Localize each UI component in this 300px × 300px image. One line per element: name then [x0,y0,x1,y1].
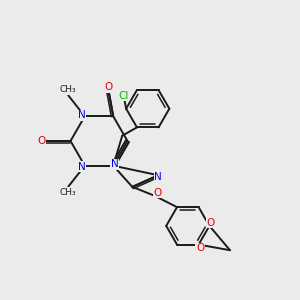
Text: N: N [78,110,85,120]
Text: N: N [78,162,85,172]
Text: Cl: Cl [118,91,128,101]
Text: N: N [111,159,118,169]
Text: O: O [207,218,215,228]
Text: O: O [105,82,113,92]
Text: O: O [37,136,46,146]
Text: O: O [196,243,204,253]
Text: O: O [154,188,162,198]
Text: N: N [154,172,162,182]
Text: CH₃: CH₃ [60,85,76,94]
Text: CH₃: CH₃ [60,188,76,196]
